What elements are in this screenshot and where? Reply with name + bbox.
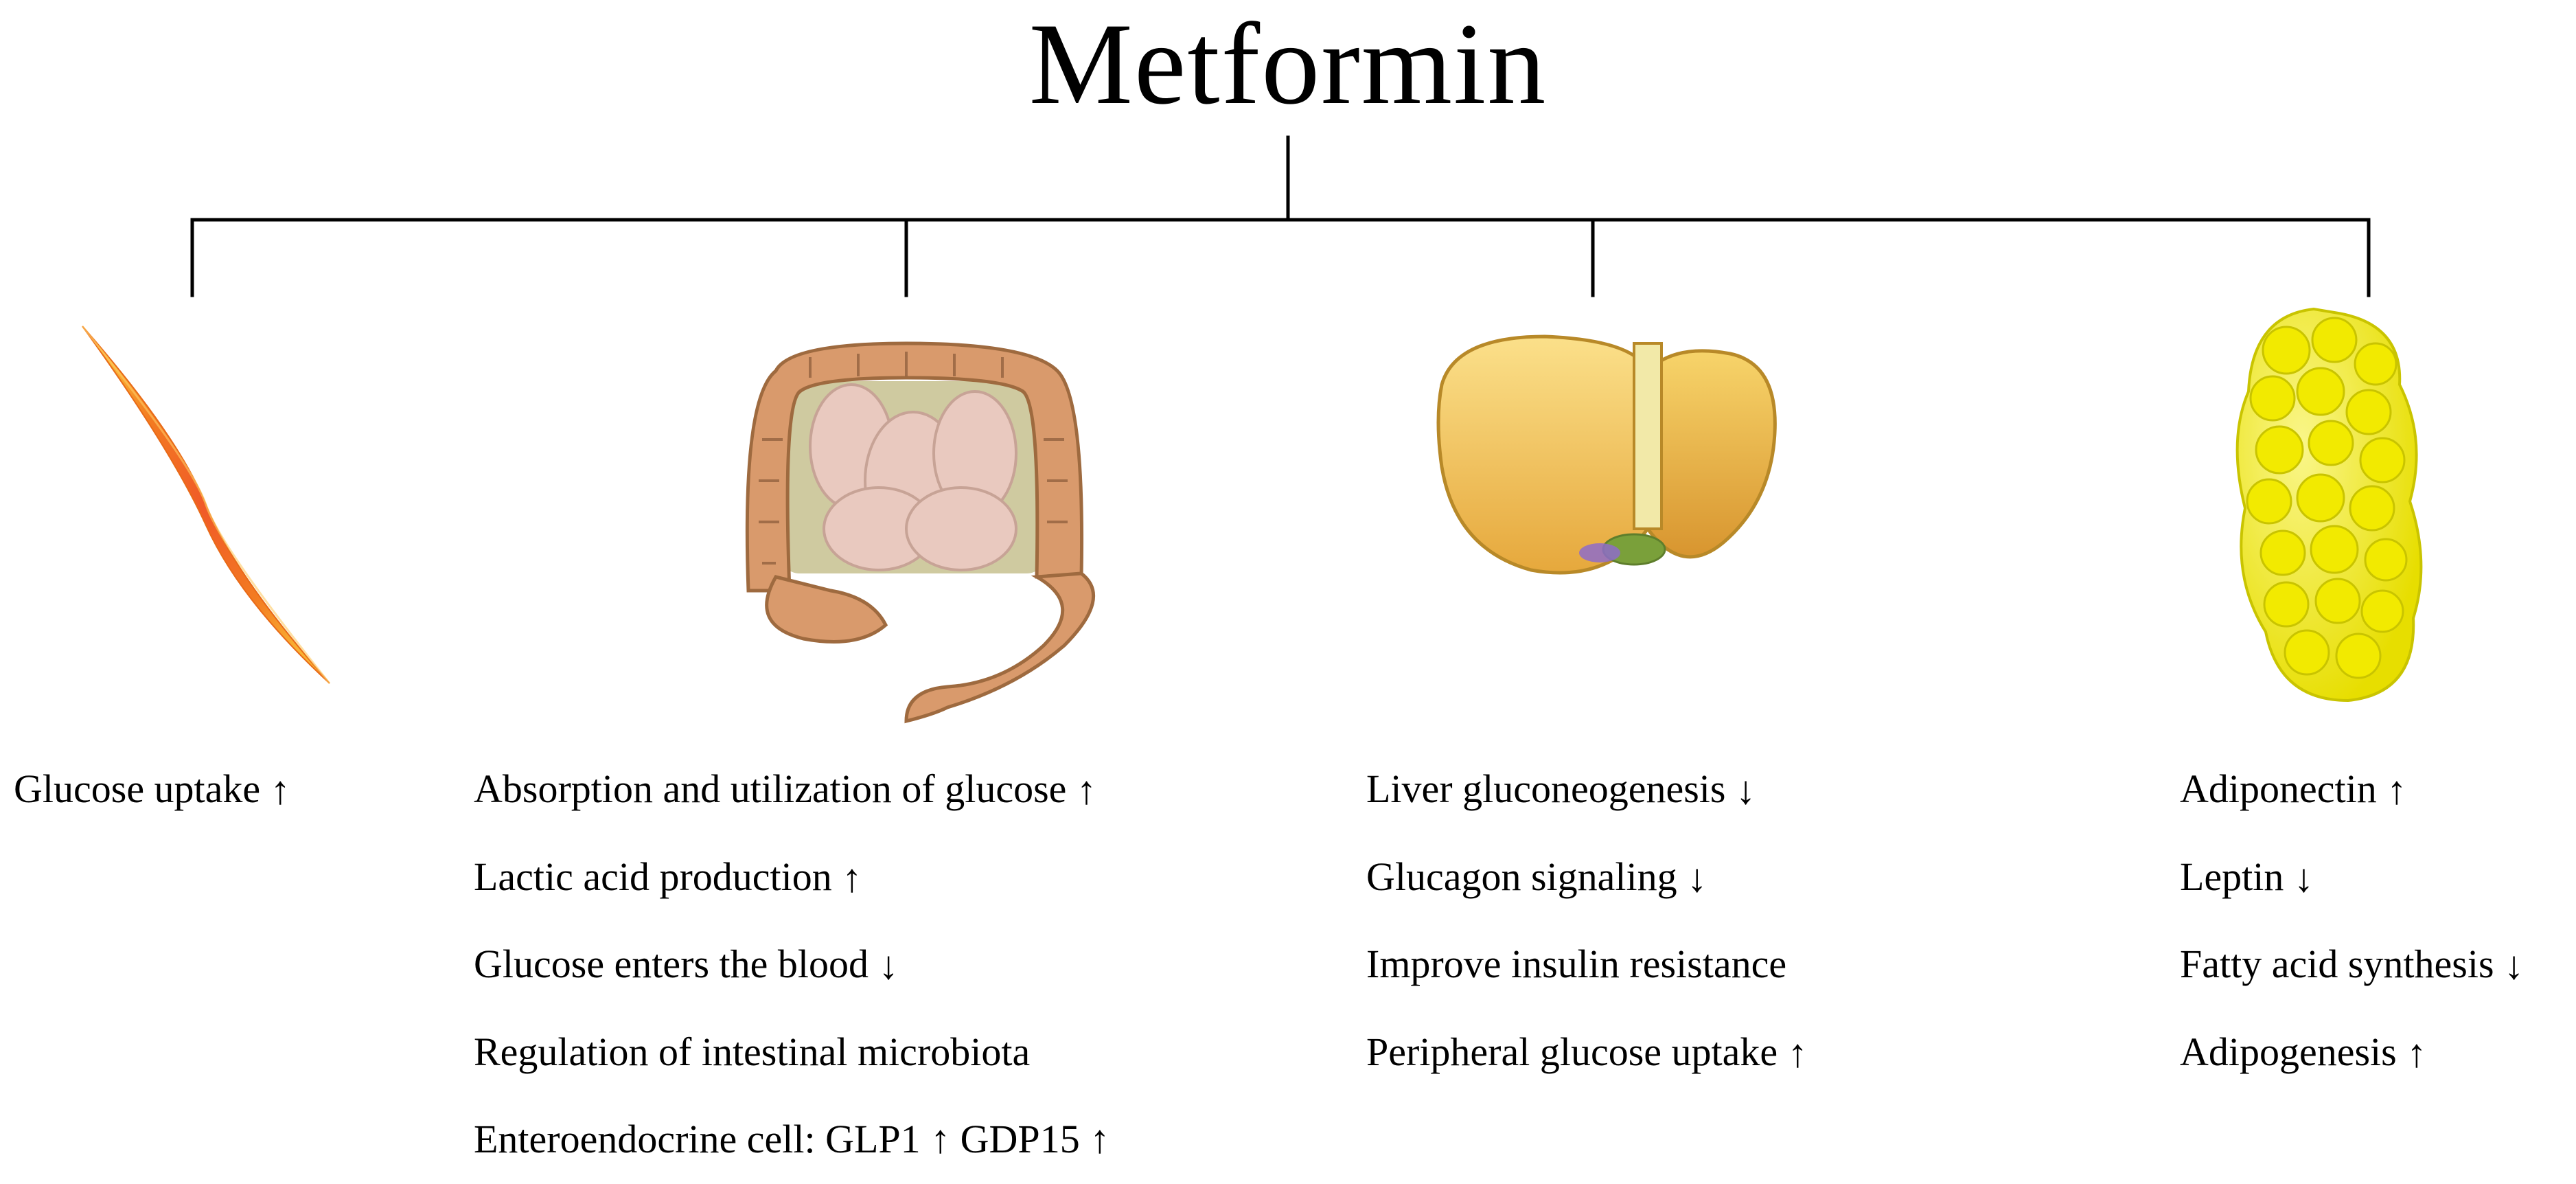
muscle-effects: Glucose uptake ↑	[14, 745, 290, 833]
effect-line: Liver gluconeogenesis ↓	[1366, 745, 1808, 833]
effect-line: Glucose uptake ↑	[14, 745, 290, 833]
effect-text: Absorption and utilization of glucose	[474, 766, 1066, 811]
effect-text: Glucagon signaling	[1366, 854, 1677, 899]
tree-connector	[0, 0, 2576, 316]
diagram-canvas: Metformin Glucose uptake ↑	[0, 0, 2576, 1184]
effect-line: Absorption and utilization of glucose ↑	[474, 745, 1109, 833]
down-arrow-icon: ↓	[879, 922, 899, 1010]
liver-effects: Liver gluconeogenesis ↓ Glucagon signali…	[1366, 745, 1808, 1095]
adipose-effects: Adiponectin ↑ Leptin ↓ Fatty acid synthe…	[2180, 745, 2524, 1095]
liver-icon	[1428, 323, 1785, 611]
effect-text: Adiponectin	[2180, 766, 2377, 811]
up-arrow-icon: ↑	[1788, 1010, 1808, 1097]
effect-line: Glucose enters the blood ↓	[474, 920, 1109, 1008]
effect-text: Improve insulin resistance	[1366, 942, 1786, 986]
up-arrow-icon: ↑	[2406, 1010, 2426, 1097]
down-arrow-icon: ↓	[1687, 834, 1707, 922]
up-arrow-icon: ↑	[842, 834, 862, 922]
effect-text: Glucose uptake	[14, 766, 260, 811]
effect-line: Enteroendocrine cell: GLP1 ↑ GDP15 ↑	[474, 1095, 1109, 1183]
effect-text: Peripheral glucose uptake	[1366, 1029, 1778, 1074]
effect-line: Peripheral glucose uptake ↑	[1366, 1008, 1808, 1096]
effect-text: Lactic acid production	[474, 854, 832, 899]
down-arrow-icon: ↓	[1736, 747, 1756, 834]
down-arrow-icon: ↓	[2294, 834, 2314, 922]
effect-text: Adipogenesis	[2180, 1029, 2397, 1074]
effect-text: Leptin	[2180, 854, 2284, 899]
down-arrow-icon: ↓	[2504, 922, 2524, 1010]
effect-line: Leptin ↓	[2180, 833, 2524, 921]
adipose-icon	[2211, 302, 2437, 714]
effect-line: Adipogenesis ↑	[2180, 1008, 2524, 1096]
effect-line: Adiponectin ↑	[2180, 745, 2524, 833]
muscle-icon	[62, 312, 350, 697]
up-arrow-icon: ↑	[2387, 747, 2406, 834]
up-arrow-icon: ↑	[1077, 747, 1096, 834]
intestine-effects: Absorption and utilization of glucose ↑ …	[474, 745, 1109, 1183]
effect-line: Improve insulin resistance	[1366, 920, 1808, 1008]
up-arrow-icon: ↑	[271, 747, 290, 834]
effect-line: Lactic acid production ↑	[474, 833, 1109, 921]
effect-text: Fatty acid synthesis	[2180, 942, 2494, 986]
effect-line: Regulation of intestinal microbiota	[474, 1008, 1109, 1096]
intestines-icon	[700, 302, 1126, 728]
effect-text: Enteroendocrine cell: GLP1 ↑ GDP15 ↑	[474, 1117, 1109, 1161]
effect-line: Glucagon signaling ↓	[1366, 833, 1808, 921]
effect-text: Regulation of intestinal microbiota	[474, 1029, 1030, 1074]
effect-line: Fatty acid synthesis ↓	[2180, 920, 2524, 1008]
effect-text: Liver gluconeogenesis	[1366, 766, 1725, 811]
effect-text: Glucose enters the blood	[474, 942, 869, 986]
